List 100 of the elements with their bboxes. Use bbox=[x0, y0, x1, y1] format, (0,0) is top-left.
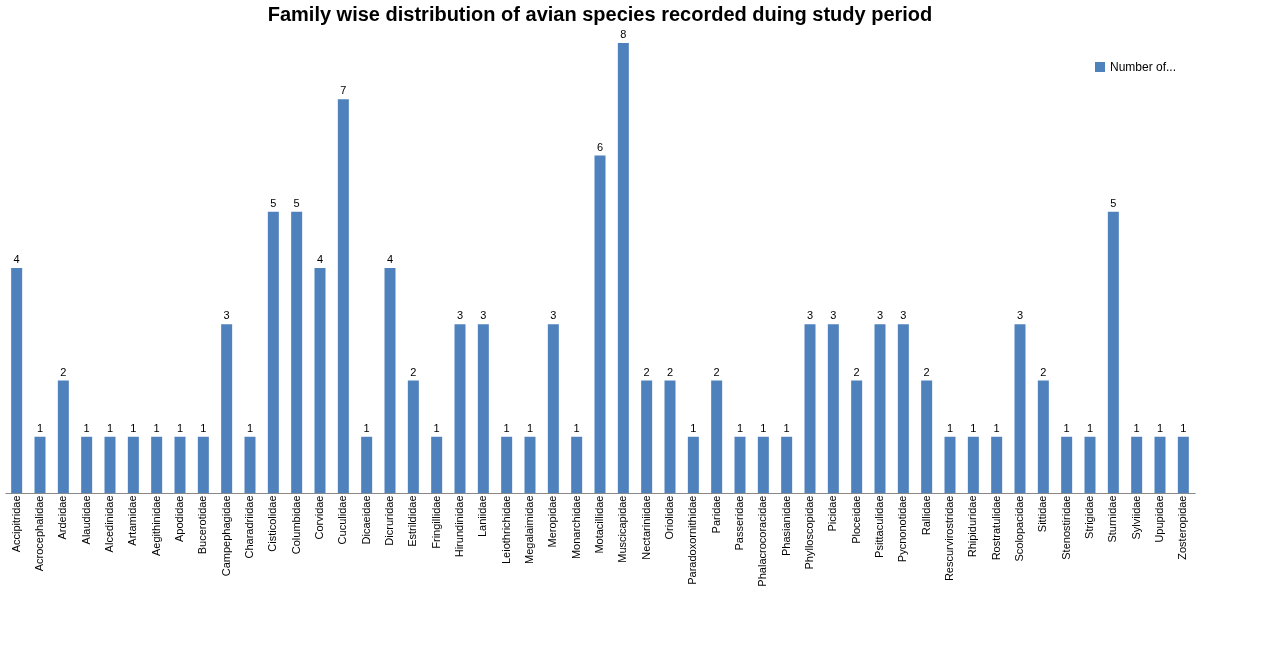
x-tick-label: Cisticolidae bbox=[266, 495, 279, 552]
bar bbox=[967, 436, 979, 493]
x-tick-label: Scolopacidae bbox=[1013, 495, 1025, 562]
data-label: 3 bbox=[456, 309, 464, 322]
legend-label: Number of... bbox=[1110, 60, 1177, 74]
data-label: 3 bbox=[876, 309, 884, 322]
x-tick-label: Aegithinidae bbox=[149, 495, 162, 557]
bar bbox=[734, 436, 746, 493]
data-label: 1 bbox=[1086, 421, 1094, 434]
data-label: 3 bbox=[223, 309, 230, 322]
data-label: 1 bbox=[736, 421, 744, 434]
bar bbox=[291, 211, 303, 493]
x-tick-label: Nectariniidae bbox=[639, 495, 652, 560]
bar bbox=[454, 324, 466, 493]
x-tick-label: Rostratulidae bbox=[989, 495, 1002, 561]
x-tick-label: Zosteropidae bbox=[1176, 495, 1189, 560]
bar bbox=[897, 324, 909, 493]
bar bbox=[174, 436, 186, 493]
data-label: 1 bbox=[946, 421, 954, 434]
bar bbox=[944, 436, 956, 493]
x-tick-label: Rallidae bbox=[919, 495, 932, 536]
x-tick-label: Stenostiridae bbox=[1059, 495, 1072, 560]
bar bbox=[11, 268, 23, 493]
x-tick-label: Acrocephalidae bbox=[33, 495, 45, 572]
data-label: 1 bbox=[36, 421, 44, 434]
data-label: 5 bbox=[293, 196, 300, 209]
bar bbox=[687, 436, 699, 493]
x-tick-label: Cuculidae bbox=[336, 495, 349, 545]
bar bbox=[431, 436, 443, 493]
bar bbox=[804, 324, 816, 493]
bar bbox=[81, 436, 93, 493]
x-tick-label: Phylloscopidae bbox=[803, 495, 815, 570]
x-tick-label: Hirundinidae bbox=[453, 495, 465, 558]
x-tick-label: Picidae bbox=[826, 495, 839, 532]
bar bbox=[757, 436, 769, 493]
bar bbox=[314, 268, 326, 493]
data-label: 2 bbox=[1040, 365, 1047, 378]
data-label: 2 bbox=[853, 365, 860, 378]
x-tick-label: Motacillidae bbox=[593, 495, 605, 554]
data-label: 1 bbox=[993, 421, 1000, 434]
bar bbox=[477, 324, 489, 493]
bar bbox=[1014, 324, 1026, 493]
data-label: 3 bbox=[830, 309, 837, 322]
data-label: 1 bbox=[1133, 421, 1140, 434]
data-label: 4 bbox=[13, 253, 20, 265]
bar bbox=[267, 211, 279, 493]
x-tick-label: Sittidae bbox=[1036, 495, 1049, 533]
x-tick-label: Accipitridae bbox=[9, 495, 22, 553]
x-tick-label: Passeridae bbox=[733, 495, 745, 551]
data-label: 1 bbox=[573, 421, 580, 434]
bar bbox=[151, 436, 163, 493]
data-label: 1 bbox=[783, 421, 790, 434]
x-tick-label: Meropidae bbox=[546, 495, 559, 548]
bar bbox=[127, 436, 139, 493]
x-tick-label: Paridae bbox=[709, 495, 722, 534]
bar bbox=[524, 436, 536, 493]
x-tick-label: Megalaimidae bbox=[523, 495, 535, 564]
bar bbox=[221, 324, 233, 493]
data-label: 2 bbox=[410, 365, 417, 378]
x-tick-label: Rescurvirostridae bbox=[943, 495, 955, 582]
data-label: 4 bbox=[386, 253, 394, 265]
data-label: 2 bbox=[923, 365, 930, 378]
bar bbox=[594, 155, 606, 493]
data-label: 1 bbox=[83, 421, 90, 434]
x-tick-label: Columbidae bbox=[289, 495, 302, 555]
bar bbox=[1107, 211, 1119, 493]
data-label: 1 bbox=[1180, 421, 1187, 434]
x-tick-label: Alcedinidae bbox=[103, 495, 115, 553]
bar bbox=[57, 380, 69, 493]
data-label: 3 bbox=[550, 309, 557, 322]
bar bbox=[617, 43, 629, 493]
x-tick-label: Apodidae bbox=[173, 495, 185, 542]
data-label: 2 bbox=[713, 365, 720, 378]
x-tick-label: Charadriidae bbox=[243, 495, 255, 559]
data-label: 8 bbox=[620, 28, 627, 40]
data-label: 5 bbox=[270, 196, 277, 209]
data-label: 1 bbox=[1156, 421, 1164, 434]
data-label: 1 bbox=[130, 421, 137, 434]
bar bbox=[1061, 436, 1073, 493]
x-tick-label: Rhipiduridae bbox=[966, 495, 979, 558]
data-label: 1 bbox=[433, 421, 440, 434]
bar bbox=[921, 380, 933, 493]
x-tick-label: Phalacrocoracidae bbox=[756, 495, 769, 587]
bar bbox=[874, 324, 886, 493]
bar bbox=[827, 324, 839, 493]
x-tick-label: Dicaeidae bbox=[359, 495, 372, 545]
bar bbox=[104, 436, 116, 493]
data-label: 1 bbox=[200, 421, 207, 434]
bar bbox=[501, 436, 513, 493]
data-label: 3 bbox=[900, 309, 907, 322]
bar bbox=[1037, 380, 1049, 493]
data-label: 1 bbox=[690, 421, 697, 434]
bar bbox=[571, 436, 583, 493]
data-label: 1 bbox=[503, 421, 510, 434]
x-tick-label: Fringillidae bbox=[429, 495, 442, 549]
chart-title: Family wise distribution of avian species recorded duing study period bbox=[267, 3, 933, 25]
x-tick-label: Ardeidae bbox=[56, 495, 69, 540]
x-tick-label: Campephagidae bbox=[219, 495, 232, 577]
x-tick-label: Paradoxornithidae bbox=[686, 495, 699, 585]
x-tick-label: Upupidae bbox=[1153, 495, 1165, 543]
